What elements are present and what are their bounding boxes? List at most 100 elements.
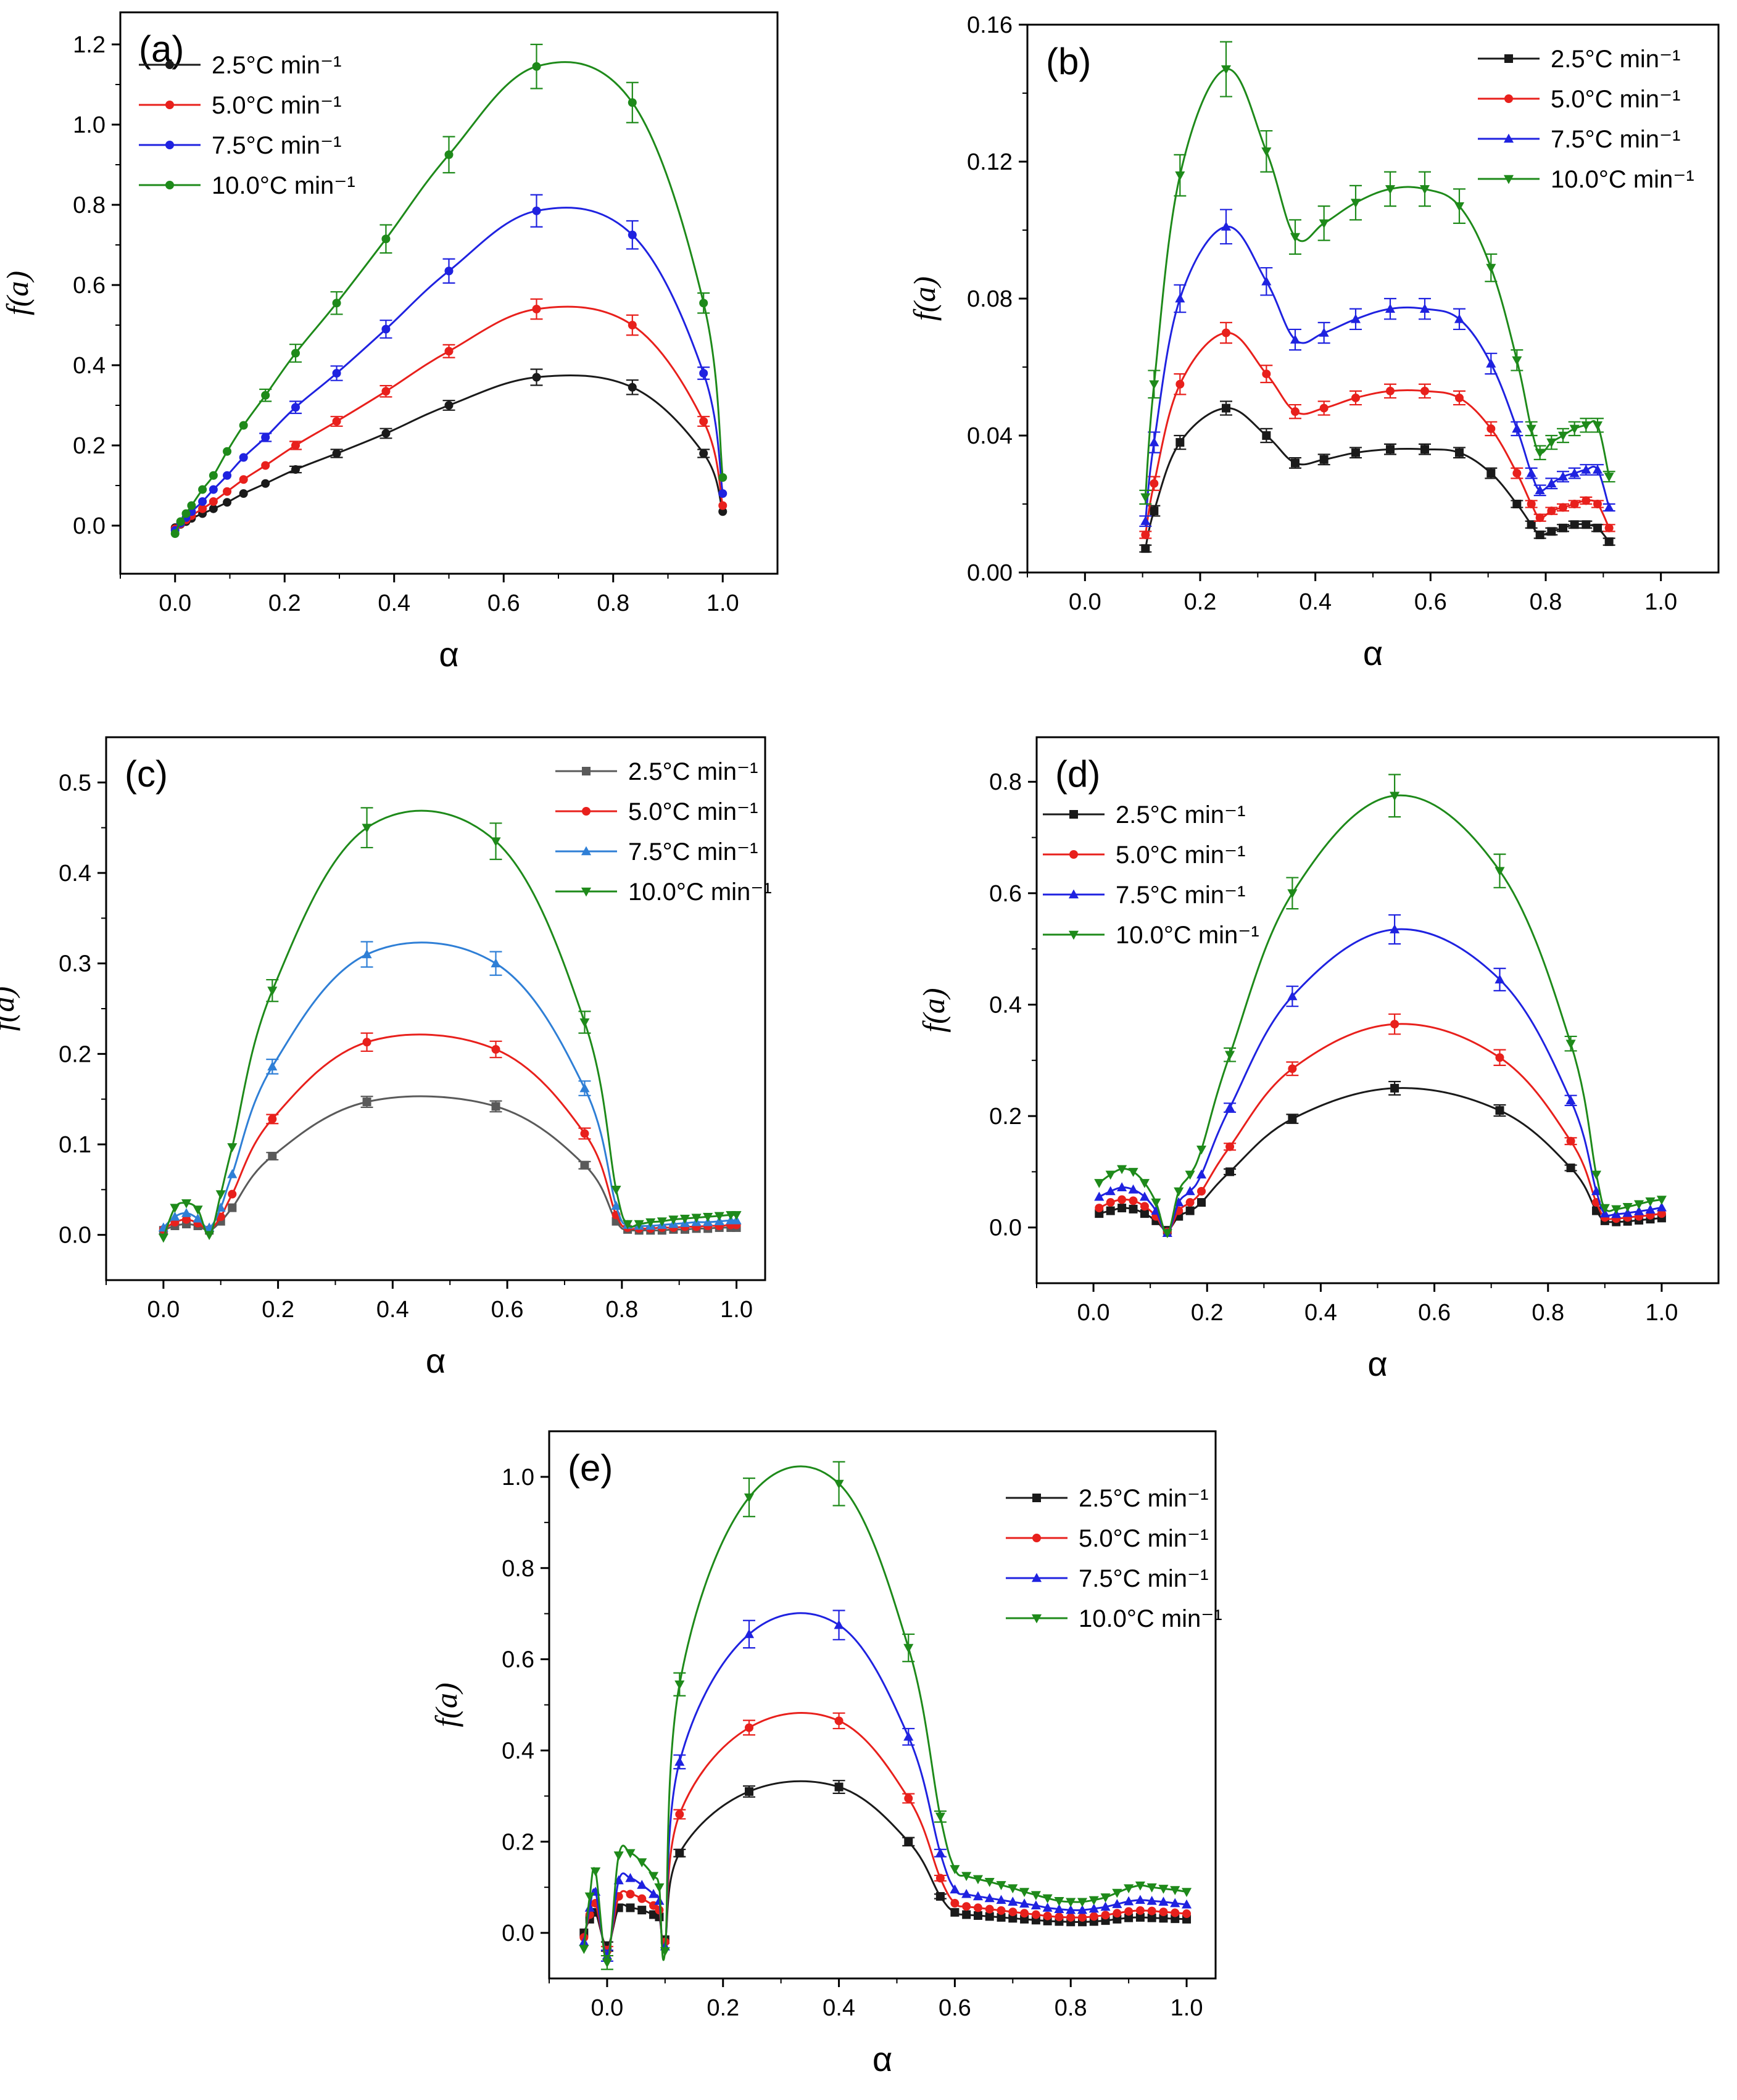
data-point: [209, 504, 218, 513]
data-point: [1350, 199, 1361, 208]
data-point: [611, 1201, 621, 1210]
x-tick-label: 0.4: [378, 590, 410, 616]
data-point: [699, 299, 708, 308]
y-tick-label: 0.16: [967, 12, 1013, 38]
legend-marker: [581, 846, 592, 856]
data-point: [580, 1160, 589, 1170]
data-point: [1262, 431, 1271, 440]
x-tick-label: 0.2: [262, 1297, 294, 1323]
data-point: [637, 1906, 647, 1915]
data-point: [491, 1102, 500, 1111]
data-point: [1175, 379, 1185, 389]
data-point: [532, 305, 541, 313]
data-point: [1455, 393, 1464, 402]
data-point: [181, 1208, 192, 1217]
data-point: [176, 517, 185, 526]
data-point: [1008, 1896, 1018, 1906]
data-point: [1054, 1904, 1064, 1913]
data-point: [1527, 500, 1536, 508]
y-tick-label: 0.0: [73, 513, 106, 539]
data-point: [381, 429, 391, 438]
data-point: [1140, 516, 1151, 526]
data-point: [1570, 520, 1579, 529]
series-line: [1098, 1087, 1662, 1231]
data-point: [1288, 1114, 1297, 1123]
data-point: [332, 417, 341, 426]
y-tick-label: 0.6: [989, 881, 1022, 907]
data-point: [198, 504, 207, 513]
data-point: [1221, 221, 1232, 231]
data-point: [674, 1680, 685, 1690]
data-point: [668, 1215, 679, 1225]
data-point: [1546, 478, 1557, 487]
data-point: [997, 1912, 1006, 1922]
data-point: [381, 325, 391, 334]
legend: 2.5°C min⁻¹ 5.0°C min⁻¹ 7.5°C min⁻¹ 10.0°C …: [555, 758, 772, 906]
data-point: [904, 1794, 913, 1803]
data-point: [267, 1061, 278, 1071]
data-point: [625, 1872, 636, 1882]
series-line: [162, 941, 737, 1229]
data-point: [962, 1910, 971, 1919]
series-4: [170, 43, 728, 538]
data-point: [1135, 1881, 1145, 1891]
data-point: [362, 949, 372, 959]
data-point: [1128, 1168, 1138, 1177]
legend-label: 10.0°C min⁻¹: [212, 172, 355, 199]
data-point: [1657, 1209, 1666, 1218]
data-point: [834, 1619, 844, 1629]
x-tick-label: 1.0: [1646, 1300, 1678, 1326]
panel-c: 0.0 0.2 0.4 0.6 0.8 1.0 0.0 0.1 0.2 0.3 0.4 0.5 α f(a…: [0, 736, 772, 1380]
data-point: [626, 1890, 635, 1899]
data-point: [381, 234, 391, 244]
data-point: [1547, 527, 1556, 536]
data-point: [1582, 520, 1591, 529]
data-point: [1390, 792, 1400, 801]
data-point: [1175, 171, 1185, 181]
data-point: [950, 1899, 960, 1908]
data-point: [1129, 1196, 1138, 1205]
data-point: [1592, 465, 1603, 474]
data-point: [187, 501, 196, 510]
data-point: [170, 1211, 180, 1221]
data-point: [1512, 356, 1522, 366]
data-point: [1078, 1912, 1087, 1922]
series-1: [579, 1780, 1192, 1952]
data-point: [950, 1908, 960, 1917]
data-point: [1592, 421, 1603, 431]
data-point: [637, 1858, 647, 1867]
data-point: [699, 369, 708, 378]
panel-d: 0.0 0.2 0.4 0.6 0.8 1.0 0.0 0.2 0.4 0.6 0.8 α f(a) (d…: [916, 736, 1720, 1383]
panel-label: (b): [1046, 41, 1091, 82]
y-tick-label: 0.1: [59, 1132, 91, 1158]
data-point: [1117, 1195, 1127, 1204]
x-tick-label: 0.8: [1055, 1995, 1087, 2021]
data-point: [1170, 1886, 1180, 1896]
data-point: [1351, 448, 1360, 457]
data-point: [532, 373, 541, 382]
data-point: [1030, 1891, 1041, 1901]
data-point: [1512, 469, 1522, 478]
data-point: [1008, 1914, 1018, 1923]
y-tick-label: 0.0: [59, 1223, 91, 1249]
data-point: [1512, 423, 1522, 433]
series-4: [1094, 774, 1667, 1239]
data-point: [1030, 1900, 1041, 1910]
y-tick-label: 0.5: [59, 770, 91, 796]
data-point: [579, 1945, 589, 1954]
data-point: [1486, 263, 1496, 273]
legend-marker: [582, 767, 591, 775]
data-point: [291, 403, 300, 412]
legend-marker: [582, 807, 591, 816]
data-point: [984, 1877, 995, 1887]
data-point: [1486, 424, 1496, 433]
data-point: [1066, 1898, 1076, 1908]
series-2: [1139, 321, 1615, 539]
legend-marker: [1504, 94, 1513, 103]
y-tick-label: 0.6: [502, 1647, 534, 1673]
data-point: [996, 1881, 1006, 1890]
data-point: [1124, 1907, 1134, 1916]
y-axis-label: f(a): [429, 1682, 463, 1727]
data-point: [1486, 469, 1496, 478]
data-point: [1158, 1896, 1169, 1906]
